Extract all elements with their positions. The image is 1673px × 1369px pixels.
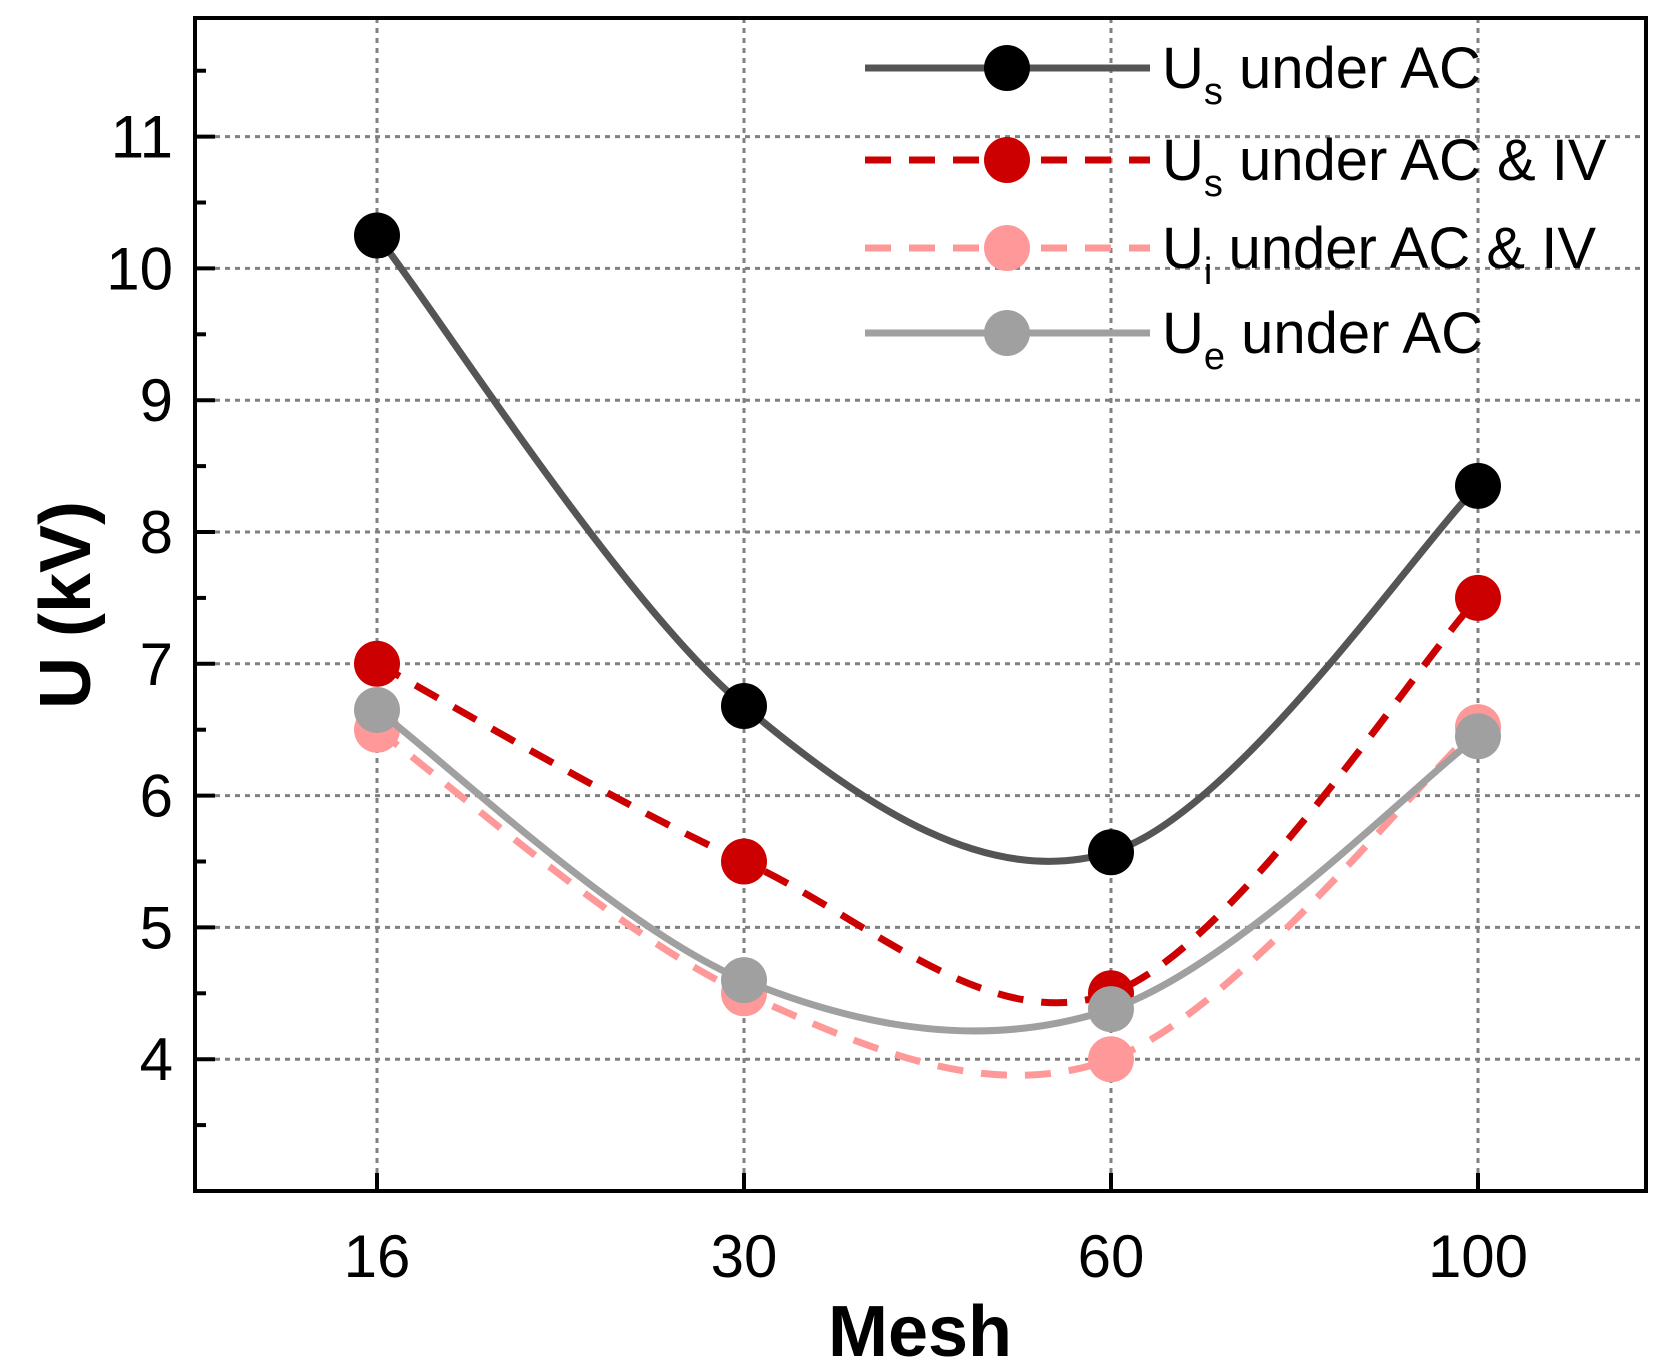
y-tick-label: 8	[140, 499, 173, 566]
data-point	[354, 640, 400, 687]
data-point	[1088, 1036, 1134, 1083]
data-point	[1455, 462, 1501, 509]
y-tick-label: 7	[140, 631, 173, 698]
legend-marker	[984, 310, 1030, 356]
data-point	[1088, 829, 1134, 876]
series-line	[374, 707, 1481, 1035]
x-axis-title: Mesh	[828, 1292, 1012, 1369]
y-tick-label: 4	[140, 1026, 173, 1093]
legend-marker	[984, 225, 1030, 271]
data-point	[354, 686, 400, 733]
legend-label: Ue under AC	[1162, 301, 1483, 378]
series-line	[375, 595, 1481, 1007]
legend-marker	[984, 137, 1030, 183]
legend-label: Ui under AC & IV	[1162, 216, 1596, 293]
y-tick-label: 11	[111, 104, 173, 171]
legend-label: Us under AC	[1162, 36, 1481, 113]
y-tick-label: 5	[140, 894, 173, 961]
y-tick-label: 10	[106, 235, 173, 302]
data-point	[721, 957, 767, 1004]
series-line	[374, 724, 1481, 1079]
data-point	[1455, 713, 1501, 760]
y-axis-title: U (kV)	[26, 501, 106, 709]
legend-marker	[984, 45, 1030, 91]
axis-ticks	[195, 68, 1480, 1191]
legend-label: Us under AC & IV	[1162, 128, 1607, 205]
plot-frame	[193, 16, 1648, 1193]
series-line	[374, 233, 1481, 865]
data-point	[1455, 574, 1501, 621]
y-tick-label: 6	[140, 763, 173, 830]
legend: Us under AC Us under AC & IV Ui under AC &…	[865, 36, 1607, 378]
x-tick-label: 16	[344, 1223, 411, 1290]
data-point	[721, 682, 767, 729]
x-tick-label: 30	[711, 1223, 778, 1290]
series-layer	[354, 212, 1501, 1083]
x-tick-label: 60	[1078, 1223, 1145, 1290]
x-tick-label: 100	[1428, 1223, 1528, 1290]
data-point	[721, 838, 767, 885]
data-point	[1088, 986, 1134, 1033]
y-tick-label: 9	[140, 367, 173, 434]
grid-lines	[195, 18, 1646, 1191]
tick-labels: 16 30 60 100 4 5 6 7 8 9 10 11	[106, 104, 1528, 1290]
data-point	[354, 212, 400, 259]
